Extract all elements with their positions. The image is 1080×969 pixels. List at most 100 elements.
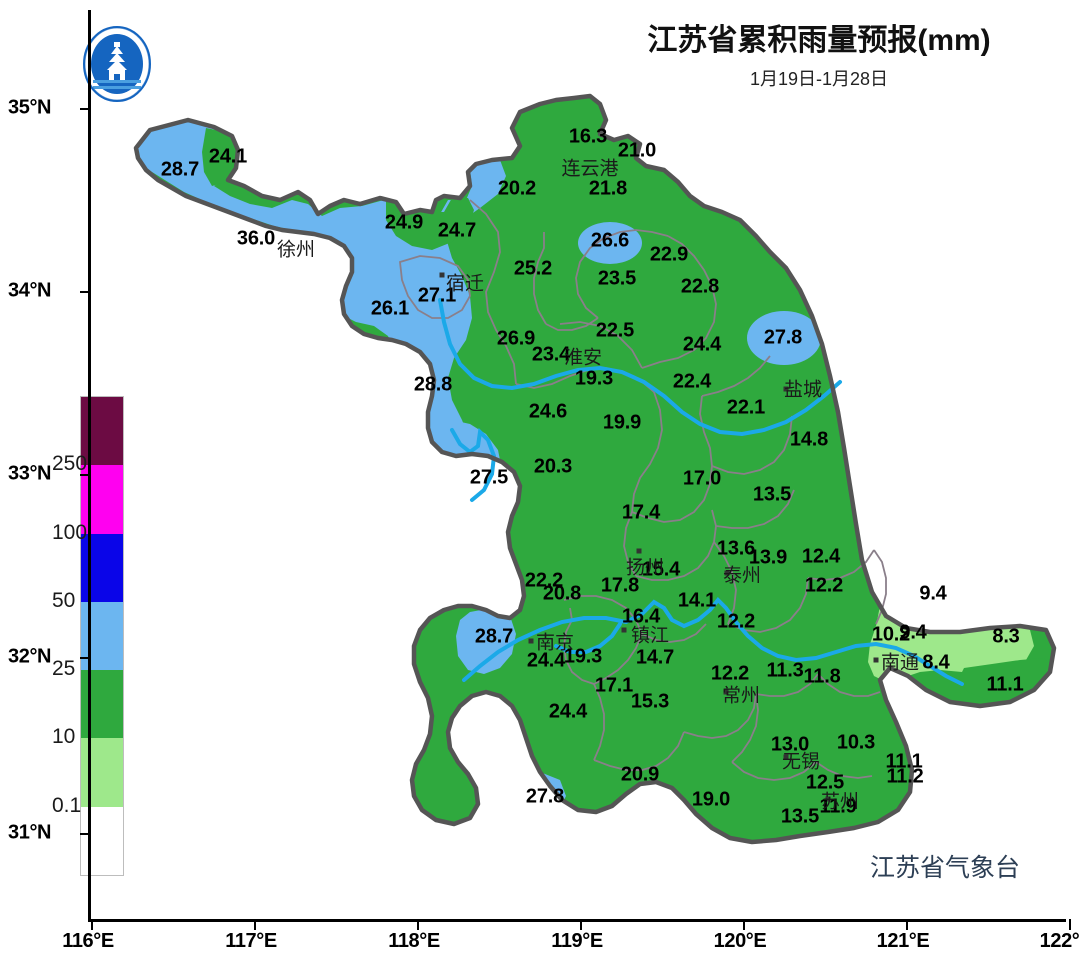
rainfall-value-label: 24.4 bbox=[548, 700, 588, 723]
rainfall-value-label: 23.4 bbox=[531, 343, 571, 366]
city-marker-dot bbox=[783, 386, 789, 392]
rainfall-value-label: 22.1 bbox=[726, 396, 766, 419]
rainfall-value-label: 13.0 bbox=[770, 733, 810, 756]
x-tick-116°E bbox=[91, 919, 93, 930]
rainfall-value-label: 19.3 bbox=[563, 645, 603, 668]
rainfall-value-label: 24.1 bbox=[208, 145, 248, 168]
rainfall-value-label: 21.0 bbox=[617, 139, 657, 162]
city-label-镇江: 镇江 bbox=[630, 625, 670, 647]
rainfall-value-label: 12.5 bbox=[805, 771, 845, 794]
city-marker-dot bbox=[439, 272, 445, 278]
legend-tick-50: 50 bbox=[52, 588, 76, 612]
x-tick-120°E bbox=[743, 919, 745, 930]
rainfall-value-label: 20.2 bbox=[497, 177, 537, 200]
city-marker-dot bbox=[873, 657, 879, 663]
rainfall-value-label: 11.3 bbox=[766, 659, 804, 682]
city-label-盐城: 盐城 bbox=[783, 379, 823, 401]
rainfall-value-label: 24.7 bbox=[437, 219, 477, 242]
rainfall-value-label: 14.8 bbox=[789, 428, 829, 451]
x-tick-117°E bbox=[254, 919, 256, 930]
rainfall-value-label: 12.2 bbox=[804, 574, 844, 597]
rainfall-value-label: 14.1 bbox=[677, 589, 717, 612]
city-label-无锡: 无锡 bbox=[781, 751, 821, 773]
rainfall-value-label: 24.9 bbox=[384, 211, 424, 234]
rainfall-value-label: 8.3 bbox=[992, 625, 1020, 648]
rainfall-value-label: 10.2 bbox=[871, 623, 911, 646]
rainfall-value-label: 8.4 bbox=[922, 651, 950, 674]
city-label-苏州: 苏州 bbox=[820, 791, 860, 813]
x-axis-label-122°E: 122°E bbox=[1039, 930, 1080, 952]
page-title: 江苏省累积雨量预报(mm) bbox=[647, 24, 991, 57]
y-axis-label-34°N: 34°N bbox=[8, 279, 52, 302]
y-tick-31°N bbox=[80, 833, 91, 835]
x-tick-121°E bbox=[906, 919, 908, 930]
y-axis-label-31°N: 31°N bbox=[8, 821, 52, 844]
y-tick-34°N bbox=[80, 291, 91, 293]
y-axis-label-33°N: 33°N bbox=[8, 462, 52, 485]
x-axis-label-117°E: 117°E bbox=[225, 930, 277, 952]
rainfall-value-label: 28.7 bbox=[160, 158, 200, 181]
title-block: 江苏省累积雨量预报(mm) 1月19日-1月28日 bbox=[604, 24, 1034, 91]
city-marker-dot bbox=[783, 754, 789, 760]
rainfall-value-label: 9.4 bbox=[899, 621, 927, 644]
rainfall-value-label: 24.4 bbox=[682, 333, 722, 356]
rainfall-value-label: 19.3 bbox=[574, 367, 614, 390]
x-axis-label-119°E: 119°E bbox=[551, 930, 603, 952]
city-marker-dot bbox=[528, 638, 534, 644]
city-marker-dot bbox=[724, 570, 730, 576]
rainfall-value-label: 17.4 bbox=[621, 501, 661, 524]
city-label-南通: 南通 bbox=[880, 652, 920, 674]
legend-tick-0.1: 0.1 bbox=[52, 793, 82, 817]
rainfall-value-label: 24.6 bbox=[528, 400, 568, 423]
x-tick-118°E bbox=[417, 919, 419, 930]
y-tick-32°N bbox=[80, 657, 91, 659]
rainfall-value-label: 23.5 bbox=[597, 267, 637, 290]
axis-frame bbox=[80, 10, 1071, 930]
y-axis-label-35°N: 35°N bbox=[8, 96, 52, 119]
rainfall-value-label: 13.9 bbox=[748, 546, 788, 569]
x-axis-label-120°E: 120°E bbox=[713, 930, 767, 952]
rainfall-value-label: 13.6 bbox=[716, 537, 756, 560]
rainfall-value-label: 17.1 bbox=[594, 674, 634, 697]
rainfall-value-label: 22.8 bbox=[680, 275, 720, 298]
legend-tick-10: 10 bbox=[52, 725, 76, 749]
rainfall-value-label: 13.5 bbox=[780, 805, 820, 828]
rainfall-value-label: 26.9 bbox=[496, 327, 536, 350]
rainfall-value-label: 12.2 bbox=[710, 662, 750, 685]
rainfall-value-label: 17.0 bbox=[682, 467, 722, 490]
rainfall-value-label: 14.7 bbox=[635, 646, 675, 669]
x-tick-122°E bbox=[1069, 919, 1071, 930]
rainfall-value-label: 27.8 bbox=[763, 326, 803, 349]
rainfall-value-label: 12.4 bbox=[801, 545, 841, 568]
rainfall-value-label: 27.1 bbox=[417, 284, 457, 307]
y-tick-33°N bbox=[80, 474, 91, 476]
city-marker-dot bbox=[825, 796, 831, 802]
city-label-南京: 南京 bbox=[535, 632, 575, 654]
rainfall-value-label: 28.7 bbox=[474, 625, 514, 648]
city-label-连云港: 连云港 bbox=[561, 158, 619, 180]
x-axis-label-116°E: 116°E bbox=[62, 930, 114, 952]
city-marker-dot bbox=[636, 548, 642, 554]
city-label-泰州: 泰州 bbox=[722, 565, 762, 587]
city-label-宿迁: 宿迁 bbox=[445, 273, 485, 295]
legend-tick-100: 100 bbox=[52, 520, 88, 544]
city-label-徐州: 徐州 bbox=[276, 239, 316, 261]
rainfall-value-label: 11.2 bbox=[886, 765, 924, 788]
attribution-label: 江苏省气象台 bbox=[869, 854, 1020, 882]
rainfall-value-label: 20.3 bbox=[533, 455, 573, 478]
rainfall-value-label: 19.9 bbox=[602, 411, 642, 434]
rainfall-value-label: 22.4 bbox=[672, 370, 712, 393]
rainfall-value-label: 11.8 bbox=[803, 665, 841, 688]
city-label-常州: 常州 bbox=[721, 685, 761, 707]
x-axis-label-118°E: 118°E bbox=[388, 930, 440, 952]
rainfall-value-label: 22.5 bbox=[595, 319, 635, 342]
rainfall-value-label: 12.2 bbox=[716, 610, 756, 633]
rainfall-value-label: 24.4 bbox=[526, 649, 566, 672]
rainfall-value-label: 22.2 bbox=[524, 569, 564, 592]
rainfall-value-label: 20.9 bbox=[620, 763, 660, 786]
city-label-扬州: 扬州 bbox=[625, 557, 665, 579]
city-marker-dot bbox=[621, 627, 627, 633]
rainfall-value-label: 16.4 bbox=[621, 605, 661, 628]
rainfall-value-label: 22.9 bbox=[649, 243, 689, 266]
